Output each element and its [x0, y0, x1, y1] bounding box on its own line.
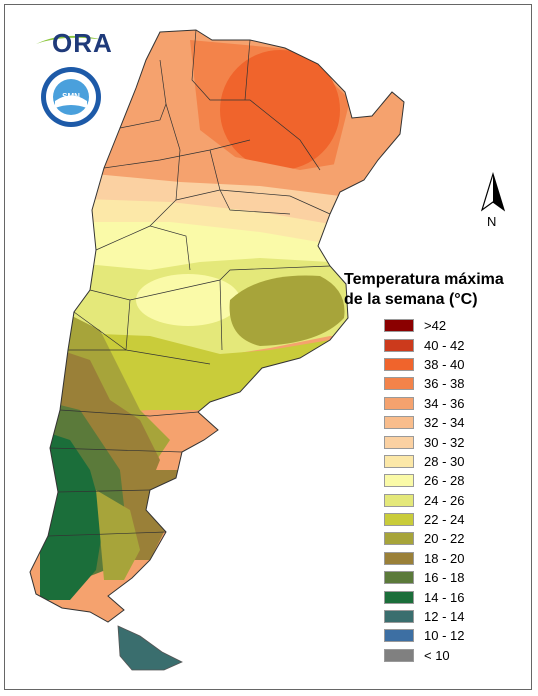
legend-label: 26 - 28 [424, 473, 465, 489]
legend-title-line2: de la semana (°C) [344, 291, 478, 308]
ora-logo-swoosh [36, 35, 104, 44]
legend-item: 34 - 36 [384, 394, 464, 413]
legend-swatch [384, 474, 414, 488]
legend-item: 22 - 24 [384, 510, 464, 529]
legend-item: 16 - 18 [384, 568, 464, 587]
legend-label: 30 - 32 [424, 434, 465, 450]
map-frame [4, 4, 532, 690]
legend-swatch [384, 648, 414, 662]
legend-item: 18 - 20 [384, 549, 464, 568]
legend-swatch [384, 435, 414, 449]
legend-label: 38 - 40 [424, 356, 465, 372]
legend-swatch [384, 454, 414, 468]
legend-item: 36 - 38 [384, 374, 464, 393]
legend-label: >42 [424, 318, 447, 334]
north-arrow-label: N [487, 214, 497, 229]
seal-text: SMN [62, 92, 80, 101]
legend-swatch [384, 551, 414, 565]
legend-swatch [384, 319, 414, 333]
legend-item: >42 [384, 316, 464, 335]
legend-item: 28 - 30 [384, 452, 464, 471]
legend-label: < 10 [424, 647, 450, 663]
legend-item: < 10 [384, 646, 464, 665]
legend-item: 40 - 42 [384, 335, 464, 354]
legend-item: 30 - 32 [384, 432, 464, 451]
legend-label: 20 - 22 [424, 531, 465, 547]
legend-title-line1: Temperatura máxima [344, 271, 504, 288]
legend-label: 24 - 26 [424, 492, 465, 508]
legend-item: 20 - 22 [384, 529, 464, 548]
ora-logo-text: ORA [52, 28, 113, 58]
legend-swatch [384, 416, 414, 430]
legend-label: 40 - 42 [424, 337, 465, 353]
legend-item: 32 - 34 [384, 413, 464, 432]
legend-label: 36 - 38 [424, 376, 465, 392]
legend-swatch [384, 513, 414, 527]
legend-title: Temperatura máxima de la semana (°C) [344, 270, 504, 310]
legend-swatch [384, 377, 414, 391]
legend-list: >42 40 - 42 38 - 40 36 - 38 34 - 36 32 - 34 30… [384, 316, 464, 665]
legend-item: 26 - 28 [384, 471, 464, 490]
legend-swatch [384, 571, 414, 585]
legend-item: 14 - 16 [384, 587, 464, 606]
legend-label: 12 - 14 [424, 609, 465, 625]
legend-item: 24 - 26 [384, 491, 464, 510]
legend-swatch [384, 629, 414, 643]
legend-label: 34 - 36 [424, 395, 465, 411]
legend-label: 10 - 12 [424, 628, 465, 644]
legend-swatch [384, 610, 414, 624]
legend-swatch [384, 396, 414, 410]
legend-swatch [384, 357, 414, 371]
legend-label: 32 - 34 [424, 415, 465, 431]
legend-label: 28 - 30 [424, 453, 465, 469]
north-arrow-icon [480, 172, 506, 212]
legend-label: 16 - 18 [424, 570, 465, 586]
legend-item: 12 - 14 [384, 607, 464, 626]
legend-item: 38 - 40 [384, 355, 464, 374]
legend-item: 10 - 12 [384, 626, 464, 645]
legend-swatch [384, 590, 414, 604]
legend-swatch [384, 493, 414, 507]
legend-swatch [384, 532, 414, 546]
legend-label: 22 - 24 [424, 512, 465, 528]
legend-label: 14 - 16 [424, 589, 465, 605]
legend-swatch [384, 338, 414, 352]
legend-label: 18 - 20 [424, 550, 465, 566]
smn-seal-icon: SMN [41, 67, 101, 127]
